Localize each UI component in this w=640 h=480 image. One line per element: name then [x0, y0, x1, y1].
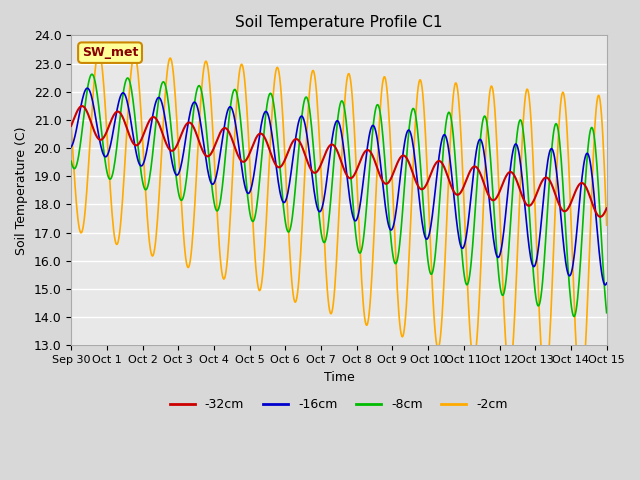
Y-axis label: Soil Temperature (C): Soil Temperature (C) — [15, 126, 28, 254]
X-axis label: Time: Time — [323, 371, 355, 384]
Title: Soil Temperature Profile C1: Soil Temperature Profile C1 — [235, 15, 443, 30]
Legend: -32cm, -16cm, -8cm, -2cm: -32cm, -16cm, -8cm, -2cm — [165, 394, 513, 417]
Text: SW_met: SW_met — [82, 46, 138, 59]
